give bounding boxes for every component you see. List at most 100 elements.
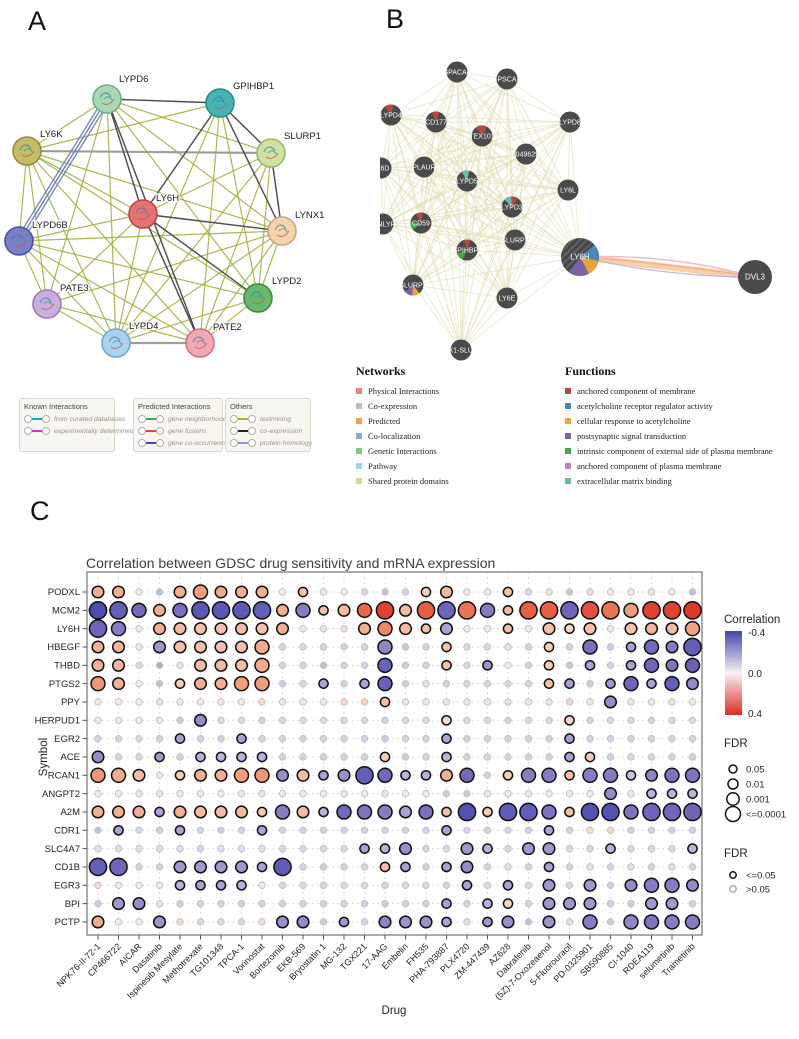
- genemania-node-LY6E[interactable]: LY6E: [496, 287, 518, 309]
- edge-type-label: from curated databases: [54, 415, 126, 423]
- dot: [278, 844, 287, 853]
- dot: [441, 733, 452, 744]
- genemania-node-label: LYNX1-SLURP2: [435, 348, 486, 355]
- dot: [379, 843, 391, 854]
- edge-type-swatch: [146, 441, 156, 445]
- dot: [114, 698, 123, 706]
- dot: [340, 716, 348, 725]
- string-node-PATE3[interactable]: PATE3: [32, 282, 90, 319]
- dot: [524, 679, 533, 688]
- genemania-node-LYPD8[interactable]: LYPD8: [559, 111, 581, 133]
- dot: [278, 588, 287, 596]
- dot: [586, 789, 594, 798]
- dot: [504, 844, 512, 853]
- dot: [582, 914, 598, 930]
- dot: [319, 643, 328, 651]
- dot: [237, 899, 246, 908]
- dot: [319, 753, 328, 761]
- dot: [545, 588, 553, 596]
- protein-structure-glyph: [11, 234, 27, 247]
- genemania-node-SLURP1[interactable]: SLURP1: [501, 229, 529, 251]
- dot: [565, 789, 574, 798]
- genemania-node-label: SLURP1: [501, 238, 528, 245]
- string-node-LYPD4[interactable]: LYPD4: [101, 320, 160, 358]
- dot: [360, 863, 369, 871]
- fdr-size-label: <=0.0001: [746, 810, 786, 821]
- genemania-node-LY6H[interactable]: LY6H: [561, 238, 599, 276]
- legend-item: postsynaptic signal transduction: [565, 428, 773, 443]
- dot: [398, 603, 413, 617]
- string-node-LY6K[interactable]: LY6K: [12, 128, 64, 166]
- dot: [114, 881, 123, 889]
- genemania-node-PSCA[interactable]: PSCA: [496, 68, 518, 90]
- genemania-node-LYPD3[interactable]: LYPD3: [501, 196, 523, 218]
- dot: [422, 881, 430, 889]
- dot: [299, 881, 307, 889]
- dot: [562, 897, 577, 911]
- dot: [111, 897, 126, 911]
- dot: [299, 679, 307, 688]
- genemania-node-TEX101[interactable]: TEX101: [469, 125, 495, 147]
- dot: [340, 588, 348, 596]
- dot: [545, 753, 553, 761]
- genemania-node-AL049629.2[interactable]: AL049629.2: [507, 143, 545, 165]
- dot: [482, 843, 493, 854]
- genemania-node-CD177[interactable]: CD177: [425, 111, 447, 133]
- genemania-node-PLAUR[interactable]: PLAUR: [412, 156, 436, 178]
- dot: [256, 861, 268, 873]
- genemania-node-label: LY6E: [499, 296, 516, 303]
- genemania-node-DVL3[interactable]: DVL3: [738, 260, 772, 294]
- legend-item: acetylcholine receptor regulator activit…: [565, 398, 773, 413]
- dot: [504, 679, 512, 688]
- fdr-size-swatch: [726, 792, 740, 806]
- string-node-PATE2[interactable]: PATE2: [185, 321, 243, 358]
- dot: [684, 620, 701, 637]
- string-node-LYPD6[interactable]: LYPD6: [92, 73, 150, 114]
- string-node-LYPD2[interactable]: LYPD2: [243, 275, 303, 313]
- dot: [360, 826, 369, 834]
- genemania-node-LYNX1-SLURP2[interactable]: LYNX1-SLURP2: [435, 339, 487, 361]
- genemania-node-label: AL049629.2: [507, 152, 545, 159]
- dot: [254, 767, 270, 784]
- genemania-node-PINLYP[interactable]: PINLYP: [380, 213, 396, 235]
- dot: [504, 826, 512, 834]
- dot: [668, 588, 676, 596]
- dot: [196, 826, 205, 834]
- genemania-node-SPACA4[interactable]: SPACA4: [443, 61, 471, 83]
- string-node-label: LYPD4: [129, 321, 158, 332]
- dot: [580, 600, 600, 620]
- string-node-LYNX1[interactable]: LYNX1: [267, 209, 326, 246]
- string-node-SLURP1[interactable]: SLURP1: [256, 130, 322, 168]
- dot: [586, 863, 594, 871]
- dot: [463, 826, 471, 834]
- dot: [442, 698, 451, 706]
- string-node-LY6H[interactable]: LY6H: [128, 192, 180, 229]
- dot: [90, 767, 106, 784]
- genemania-node-SLURP2[interactable]: SLURP2: [399, 274, 427, 296]
- dot: [274, 804, 291, 820]
- dot: [586, 698, 594, 706]
- genemania-node-LY6L[interactable]: LY6L: [557, 179, 579, 201]
- dot: [606, 753, 615, 761]
- dot: [586, 679, 594, 688]
- genemania-node-LYPD4[interactable]: LYPD4: [380, 104, 402, 126]
- legend-item-label: anchored component of membrane: [577, 385, 696, 396]
- dot: [214, 640, 228, 654]
- dot: [664, 767, 680, 784]
- legend-item: anchored component of plasma membrane: [565, 458, 773, 473]
- dot: [441, 861, 452, 873]
- dot: [688, 753, 697, 761]
- genemania-node-CD59[interactable]: CD59: [410, 212, 432, 234]
- genemania-node-LY6D[interactable]: LY6D: [380, 157, 392, 179]
- genemania-node-GPIHBP1[interactable]: GPIHBP1: [452, 239, 482, 261]
- string-node-GPIHBP1[interactable]: GPIHBP1: [205, 80, 275, 118]
- genemania-node-LYPD5[interactable]: LYPD5: [456, 170, 478, 192]
- dot: [584, 659, 596, 671]
- dot: [258, 716, 266, 725]
- dot: [644, 897, 659, 911]
- dot: [463, 918, 471, 926]
- string-node-LYPD6B[interactable]: LYPD6B: [4, 219, 69, 256]
- dot: [173, 860, 187, 874]
- dot: [601, 802, 620, 822]
- protein-structure-glyph: [135, 207, 151, 220]
